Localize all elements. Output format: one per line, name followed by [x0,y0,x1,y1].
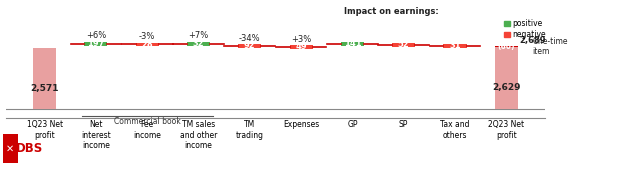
Text: 28: 28 [141,40,153,49]
Text: 2,571: 2,571 [30,84,59,93]
Bar [495,47,517,109]
Text: One-time
item: One-time item [532,37,568,56]
Bar [33,48,56,109]
Bar [443,44,467,48]
Text: +7%: +7% [188,31,209,40]
Bar [84,42,108,46]
Text: DBS: DBS [16,142,43,155]
Text: +6%: +6% [86,31,106,40]
Text: -3%: -3% [139,32,155,41]
Bar [341,42,364,45]
Text: Commercial book: Commercial book [114,117,181,126]
Text: ✕: ✕ [6,144,14,154]
Text: Impact on earnings:: Impact on earnings: [344,7,438,16]
Text: (60): (60) [498,42,515,51]
FancyBboxPatch shape [2,134,18,163]
Bar [495,46,517,47]
Text: 92: 92 [244,41,256,50]
Text: -34%: -34% [239,34,261,43]
Bar [238,44,261,48]
Bar [187,42,210,45]
Bar [136,43,158,46]
Bar [392,43,415,47]
Text: +3%: +3% [291,35,311,44]
Text: 49: 49 [295,43,307,52]
Legend: positive, negative: positive, negative [504,19,547,39]
Text: 52: 52 [398,40,410,49]
Text: 197: 197 [87,39,105,48]
Text: 32: 32 [193,39,204,48]
Bar [290,45,313,49]
Text: 31: 31 [449,41,461,50]
Text: 2,689: 2,689 [520,36,547,45]
Text: 2,629: 2,629 [492,83,521,92]
Text: 141: 141 [344,39,361,48]
